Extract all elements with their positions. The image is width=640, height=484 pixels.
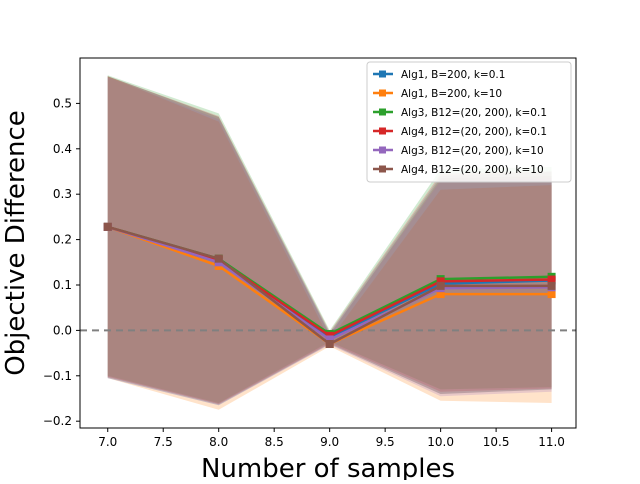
series-5-point [325, 335, 334, 344]
x-tick-label: 7.5 [154, 435, 173, 449]
x-tick-label: 8.5 [265, 435, 284, 449]
series-6-point [103, 222, 112, 231]
series-lines [103, 222, 556, 349]
y-tick-label: 0.0 [53, 323, 72, 337]
y-tick-label: 0.2 [53, 233, 72, 247]
series-2-point [547, 290, 556, 299]
series-4-point [547, 275, 556, 284]
legend-swatch-marker [379, 89, 386, 97]
legend-box [366, 61, 572, 183]
x-axis-label: Number of samples [201, 454, 455, 480]
confidence-bands [107, 75, 552, 410]
y-tick-label: −0.1 [43, 369, 72, 383]
legend-label: Alg3, B12=(20, 200), k=10 [401, 145, 544, 157]
y-tick-label: 0.4 [53, 142, 72, 156]
y-tick-label: 0.5 [53, 96, 72, 110]
confidence-band-6 [107, 76, 552, 405]
y-axis-ticks: −0.2 −0.1 0.0 0.1 0.2 0.3 0.4 0.5 [43, 96, 80, 428]
legend-label: Alg4, B12=(20, 200), k=10 [401, 164, 544, 176]
confidence-band-3 [107, 75, 552, 404]
x-tick-label: 9.0 [320, 435, 339, 449]
x-tick-label: 11.0 [538, 435, 565, 449]
x-tick-label: 10.5 [483, 435, 510, 449]
plot-frame [79, 57, 577, 429]
x-tick-label: 10.0 [427, 435, 454, 449]
legend: Alg1, B=200, k=0.1 Alg1, B=200, k=10 Alg3,… [366, 61, 572, 183]
legend-label: Alg4, B12=(20, 200), k=0.1 [401, 126, 547, 138]
y-tick-label: 0.3 [53, 187, 72, 201]
legend-swatch-marker [379, 70, 386, 78]
confidence-band-5 [107, 77, 552, 406]
legend-swatch-marker [379, 108, 386, 116]
x-tick-label: 9.5 [376, 435, 395, 449]
legend-swatch-marker [379, 127, 386, 135]
confidence-band-1 [107, 76, 552, 406]
series-2-point [436, 290, 445, 299]
confidence-band-2 [107, 76, 552, 410]
legend-label: Alg3, B12=(20, 200), k=0.1 [401, 107, 547, 119]
series-4-point [436, 277, 445, 286]
y-tick-label: −0.2 [43, 414, 72, 428]
series-6-point [325, 340, 334, 349]
confidence-band-4 [107, 76, 552, 404]
y-axis-label: Objective Difference [1, 110, 31, 376]
legend-label: Alg1, B=200, k=10 [401, 88, 502, 100]
legend-swatch-marker [379, 165, 386, 173]
x-axis-ticks: 7.0 7.5 8.0 8.5 9.0 9.5 10.0 10.5 11.0 [98, 428, 565, 449]
y-tick-label: 0.1 [53, 278, 72, 292]
series-6-point [436, 281, 445, 290]
legend-label: Alg1, B=200, k=0.1 [401, 69, 505, 81]
series-6-point [214, 254, 223, 263]
x-tick-label: 8.0 [209, 435, 228, 449]
legend-swatch-marker [379, 146, 386, 154]
x-tick-label: 7.0 [98, 435, 117, 449]
series-6-point [547, 281, 556, 290]
